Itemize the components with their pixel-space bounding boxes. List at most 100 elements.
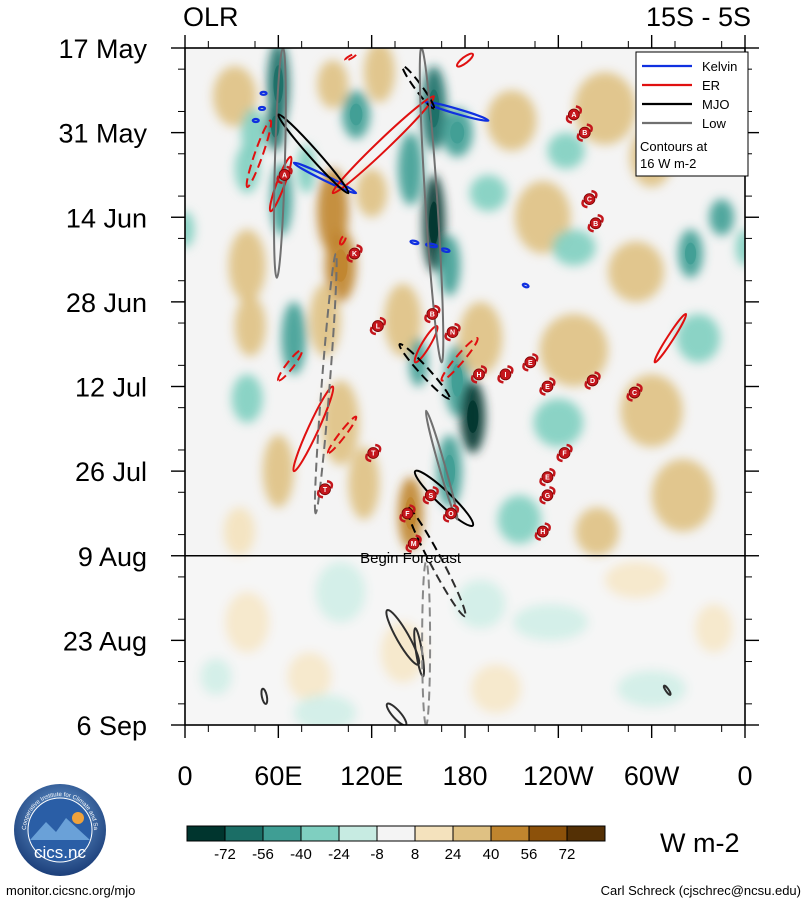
- cyclone-label: F: [405, 511, 410, 518]
- legend-label: MJO: [702, 97, 729, 112]
- source-url[interactable]: monitor.cicsnc.org/mjo: [6, 883, 136, 898]
- colorbar-label: 24: [445, 846, 462, 863]
- colorbar-label: -40: [290, 846, 312, 863]
- olr-anomaly: [651, 459, 714, 532]
- colorbar-segment: [566, 825, 606, 842]
- cyclone-icon: [626, 383, 643, 402]
- olr-anomaly: [471, 664, 521, 713]
- olr-anomaly: [575, 507, 619, 556]
- y-tick-label: 14 Jun: [66, 203, 147, 233]
- cyclone-marker: F: [556, 443, 573, 463]
- cyclone-marker: C: [581, 189, 598, 209]
- cyclone-icon: [369, 316, 387, 336]
- cyclone-label: T: [323, 487, 328, 494]
- cyclone-icon: [470, 365, 488, 384]
- cyclone-icon: [584, 371, 601, 390]
- er-contour: [456, 52, 474, 68]
- er-contour: [292, 385, 335, 473]
- colorbar-segment: [452, 825, 492, 842]
- colorbar-segment: [376, 825, 416, 842]
- olr-anomaly: [617, 670, 686, 707]
- y-tick-label: 6 Sep: [76, 711, 147, 741]
- kelvin-contour: [257, 105, 267, 112]
- olr-anomaly: [486, 90, 537, 151]
- cyclone-icon: [539, 467, 556, 487]
- cyclone-marker: K: [346, 244, 363, 263]
- kelvin-contour: [521, 282, 530, 289]
- cyclone-label: O: [448, 511, 454, 518]
- cyclone-icon: [576, 123, 593, 142]
- olr-anomaly: [608, 241, 665, 302]
- olr-anomaly: [709, 199, 735, 236]
- colorbar-segment: [300, 825, 340, 842]
- colorbar-label: -24: [328, 846, 350, 863]
- cyclone-marker: H: [534, 522, 551, 541]
- olr-anomaly: [533, 398, 584, 447]
- cyclone-icon: [276, 165, 293, 185]
- kelvin-contour: [425, 242, 439, 249]
- olr-anomaly: [348, 446, 380, 520]
- cyclone-label: H: [476, 372, 481, 379]
- cyclone-marker: D: [584, 371, 601, 390]
- cyclone-label: C: [632, 390, 637, 397]
- x-tick-label: 120E: [340, 761, 403, 791]
- er-contour: [440, 336, 479, 382]
- cyclone-label: E: [545, 475, 550, 482]
- olr-anomaly-core: [349, 103, 363, 126]
- forecast-region: [185, 555, 745, 725]
- olr-anomaly: [552, 229, 596, 266]
- er-contour: [338, 234, 347, 246]
- cyclone-label: B: [582, 130, 587, 137]
- cyclone-icon: [565, 105, 583, 124]
- cyclone-label: A: [571, 112, 576, 119]
- colorbar-label: -72: [214, 846, 236, 863]
- olr-anomaly: [281, 301, 307, 375]
- olr-anomaly: [469, 174, 508, 212]
- olr-anomaly: [185, 211, 195, 248]
- cyclone-marker: N: [444, 322, 461, 342]
- cyclone-label: B: [430, 311, 435, 318]
- cics-logo[interactable]: Cooperative Institute for Climate and Sa…: [10, 778, 108, 878]
- olr-anomaly: [287, 652, 332, 701]
- chart-title: OLR: [183, 2, 239, 32]
- logo-text: cics.nc: [34, 843, 86, 862]
- olr-anomaly-core: [451, 364, 463, 397]
- er-contour: [413, 324, 439, 364]
- cyclone-marker: B: [576, 123, 593, 142]
- colorbar-label: 8: [411, 846, 419, 863]
- olr-anomaly-core: [443, 454, 456, 488]
- olr-anomaly: [262, 434, 294, 508]
- cyclone-label: G: [545, 493, 551, 500]
- cyclone-icon: [587, 214, 604, 233]
- olr-anomaly: [409, 338, 428, 387]
- cyclone-icon: [316, 480, 334, 499]
- mjo-contour: [277, 113, 350, 195]
- x-tick-label: 60E: [254, 761, 302, 791]
- olr-anomaly: [363, 48, 395, 103]
- olr-anomaly: [676, 313, 721, 363]
- olr-anomaly: [356, 168, 388, 218]
- y-tick-label: 12 Jul: [75, 373, 147, 403]
- y-tick-label: 23 Aug: [63, 626, 147, 656]
- cyclone-label: H: [540, 529, 545, 536]
- olr-anomaly: [605, 561, 668, 599]
- cyclone-icon: [539, 377, 556, 396]
- olr-anomaly: [514, 180, 571, 254]
- cyclone-icon: [405, 534, 422, 553]
- olr-anomaly: [547, 132, 585, 169]
- er-contour: [653, 312, 688, 364]
- y-tick-label: 26 Jul: [75, 457, 147, 487]
- author-credit: Carl Schreck (cjschrec@ncsu.edu): [600, 883, 801, 898]
- cyclone-icon: [442, 504, 460, 523]
- kelvin-contour: [251, 117, 260, 124]
- mjo-contour: [662, 684, 672, 696]
- olr-anomaly: [213, 66, 257, 127]
- cyclone-icon: [365, 443, 382, 463]
- cyclone-label: E: [545, 384, 550, 391]
- olr-anomaly: [231, 374, 263, 423]
- cyclone-icon: [346, 244, 363, 263]
- x-tick-label: 60W: [624, 761, 680, 791]
- cyclone-label: A: [282, 172, 287, 179]
- er-contour: [245, 119, 273, 189]
